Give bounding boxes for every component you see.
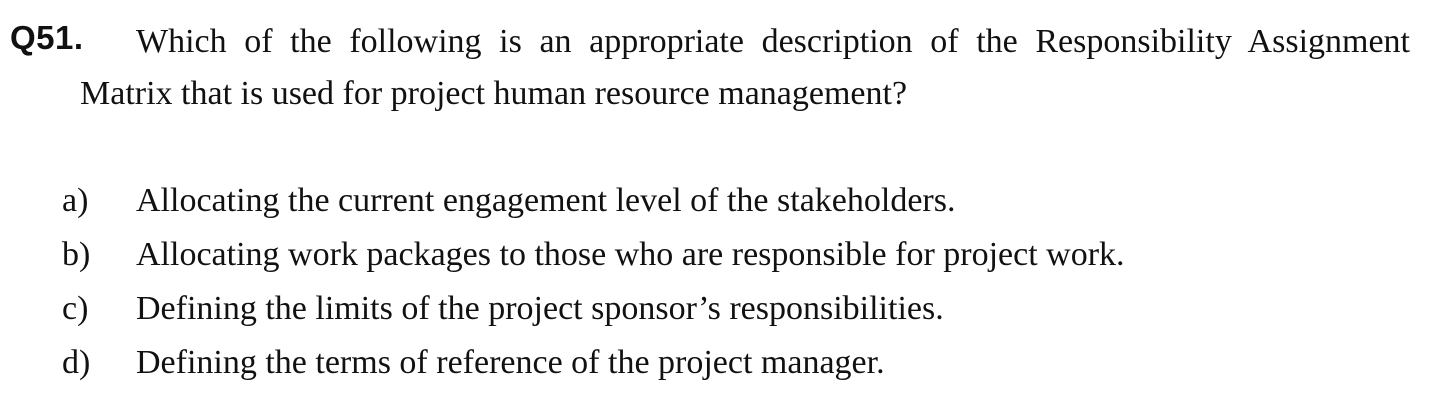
- option-letter: a): [62, 182, 89, 219]
- question-text: Which of the following is an appropriate…: [80, 23, 1410, 112]
- option-text: Allocating the current engagement level …: [136, 182, 956, 219]
- option-text: Allocating work packages to those who ar…: [136, 236, 1125, 273]
- option-letter: d): [62, 344, 91, 381]
- option-a[interactable]: a) Allocating the current engagement lev…: [62, 176, 1402, 230]
- option-c[interactable]: c) Defining the limits of the project sp…: [62, 284, 1402, 338]
- option-d[interactable]: d) Defining the terms of reference of th…: [62, 338, 1402, 392]
- option-text: Defining the limits of the project spons…: [136, 290, 944, 327]
- answer-options: a) Allocating the current engagement lev…: [62, 176, 1402, 392]
- option-b[interactable]: b) Allocating work packages to those who…: [62, 230, 1402, 284]
- option-letter: c): [62, 290, 89, 327]
- question-number: Q51.: [10, 19, 84, 56]
- option-text: Defining the terms of reference of the p…: [136, 344, 885, 381]
- option-letter: b): [62, 236, 91, 273]
